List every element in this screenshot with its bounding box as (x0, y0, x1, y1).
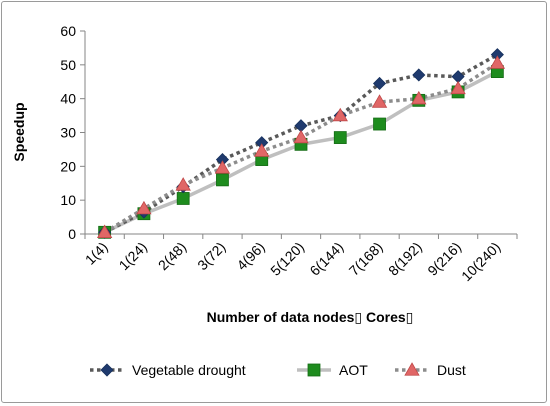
y-tick-label: 40 (60, 91, 76, 107)
y-tick-label: 60 (60, 23, 76, 39)
x-tick-label: 2(48) (155, 239, 189, 273)
x-axis-title: Number of data nodes▯ Cores▯ (207, 309, 414, 325)
y-tick-label: 30 (60, 125, 76, 141)
data-point (216, 173, 229, 187)
series-layer (96, 48, 506, 239)
x-tick-label: 4(96) (233, 239, 267, 273)
legend-item: Dust (395, 362, 466, 378)
data-point (136, 200, 152, 215)
markers-dust (96, 55, 506, 238)
data-point (254, 143, 270, 157)
y-tick-label: 50 (60, 57, 76, 73)
data-point (411, 90, 427, 105)
axes (80, 30, 518, 239)
series-line (103, 70, 499, 234)
y-tick-labels: 0 10 20 30 40 50 60 (60, 23, 76, 242)
y-tick-label: 10 (60, 192, 76, 208)
y-axis-title: Speedup (11, 102, 27, 161)
x-tick-label: 5(120) (267, 239, 307, 279)
data-point (373, 117, 386, 131)
legend-label: Vegetable drought (132, 362, 246, 378)
markers-aot (98, 65, 504, 239)
y-tick-label: 20 (60, 158, 76, 174)
data-point (96, 224, 113, 238)
x-tick-label: 8(192) (385, 239, 425, 279)
data-point (333, 131, 347, 144)
data-point (214, 160, 231, 174)
legend-label: AOT (339, 362, 368, 378)
x-tick-label: 10(240) (458, 239, 503, 284)
x-tick-label: 3(72) (194, 239, 228, 273)
x-tick-label: 1(24) (116, 239, 150, 273)
data-point (371, 94, 388, 108)
data-point (450, 80, 466, 95)
legend-item: AOT (297, 362, 368, 378)
legend-marker (404, 362, 420, 376)
x-tick-label: 1(4) (82, 239, 111, 268)
data-point (293, 129, 309, 144)
data-point (372, 76, 387, 91)
legend-marker (100, 363, 114, 377)
data-point (489, 55, 506, 69)
legend-label: Dust (437, 362, 466, 378)
series-aot (103, 70, 499, 234)
data-point (412, 68, 426, 82)
y-tick-label: 0 (68, 226, 76, 242)
legend: Vegetable drought AOT Dust (90, 362, 466, 378)
legend-marker (307, 363, 321, 377)
x-tick-labels: 1(4) 1(24) 2(48) 3(72) 4(96) 5(120) 6(144) 7(16… (82, 239, 504, 284)
x-tick-label: 6(144) (306, 239, 346, 279)
data-point (175, 177, 191, 191)
data-point (176, 192, 190, 205)
data-point (332, 107, 348, 122)
x-tick-label: 7(168) (346, 239, 386, 279)
legend-item: Vegetable drought (90, 362, 246, 378)
